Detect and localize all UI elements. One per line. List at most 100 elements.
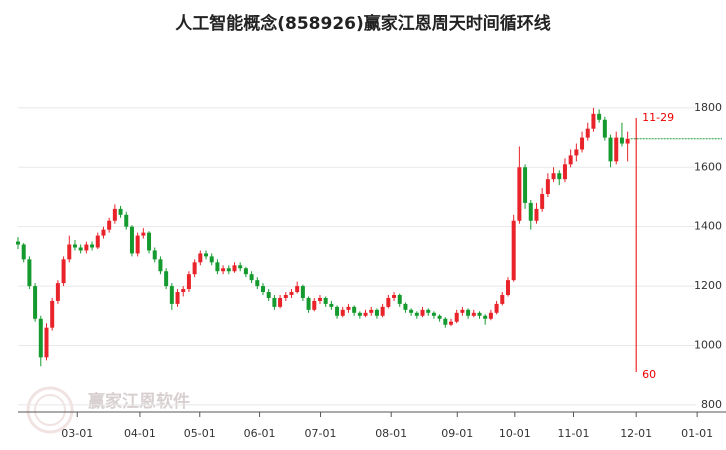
candle-body [460,309,465,313]
candle-body [414,312,419,316]
candle-body [426,309,431,313]
candle-body [158,259,163,272]
candle-body [124,214,129,227]
candle-body [608,137,613,162]
candle-body [141,232,146,236]
x-tick-label: 07-01 [305,427,337,440]
candle-body [329,303,334,307]
candle-body [517,167,522,221]
candle-body [545,179,550,195]
candle-body [437,315,442,319]
cycle-count: 60 [642,368,656,381]
candle-body [95,235,100,248]
candle-body [283,294,288,298]
candle-body [221,268,226,272]
y-tick-label: 800 [701,398,722,411]
candle-body [78,247,83,251]
candle-body [363,312,368,316]
candle-body [494,303,499,313]
candle-body [511,220,516,281]
candle-body [260,286,265,293]
cycle-date: 11-29 [642,111,674,124]
candle-body [591,113,596,129]
candle-body [306,297,311,310]
candle-body [61,259,66,284]
x-tick-label: 12-01 [620,427,652,440]
candle-body [50,300,55,328]
candle-body [534,208,539,221]
y-tick-label: 1000 [694,338,722,351]
candle-body [477,312,482,316]
x-tick-label: 06-01 [244,427,276,440]
candle-body [289,292,294,295]
y-tick-label: 1600 [694,160,722,173]
watermark: 赢家江恩软件 [88,391,190,412]
candle-body [357,312,362,316]
candle-body [38,318,43,358]
x-tick-label: 01-01 [681,427,713,440]
watermark-logo [26,386,74,434]
candle-body [186,274,191,290]
candle-body [449,321,454,325]
candle-body [483,315,488,319]
candle-body [101,229,106,236]
candle-body [574,149,579,156]
y-tick-label: 1200 [694,279,722,292]
candle-body [272,297,277,307]
candle-body [317,297,322,301]
candle-body [204,253,209,257]
candle-body [403,303,408,310]
candle-body [312,300,317,310]
candle-body [431,312,436,316]
candle-body [21,244,26,260]
x-tick-label: 09-01 [441,427,473,440]
candle-body [619,137,624,144]
candle-body [352,306,357,313]
candle-body [551,173,556,180]
candle-body [209,256,214,263]
candle-body [215,262,220,272]
candle-body [323,297,328,304]
candle-body [523,167,528,203]
x-tick-label: 03-01 [61,427,93,440]
y-tick-label: 1400 [694,220,722,233]
candle-body [392,294,397,298]
candle-body [374,309,379,316]
x-tick-label: 08-01 [375,427,407,440]
candle-body [602,119,607,138]
candle-body [409,309,414,313]
candle-body [192,262,197,275]
candle-body [112,208,117,221]
candle-body [44,327,49,358]
candle-body [164,271,169,287]
candle-body [557,173,562,180]
candle-body [562,164,567,180]
candle-body [454,312,459,322]
candle-body [488,312,493,319]
candle-body [249,274,254,281]
candle-body [625,138,630,144]
candle-body [266,292,271,298]
candle-body [232,265,237,272]
candle-body [528,202,533,221]
candle-body [107,220,112,230]
candle-body [255,280,260,287]
candle-body [295,286,300,293]
candle-body [72,244,77,248]
candle-body [540,194,545,209]
candle-body [505,280,510,295]
x-tick-label: 05-01 [184,427,216,440]
candle-body [152,250,157,260]
y-tick-label: 1800 [694,101,722,114]
candle-body [597,113,602,120]
candle-body [471,312,476,316]
candle-body [90,244,95,248]
candle-body [181,289,186,293]
x-tick-label: 10-01 [499,427,531,440]
candle-body [386,297,391,307]
candle-body [568,155,573,165]
candle-body [278,297,283,307]
candle-body [500,294,505,304]
candle-body [67,244,72,260]
x-tick-label: 04-01 [124,427,156,440]
